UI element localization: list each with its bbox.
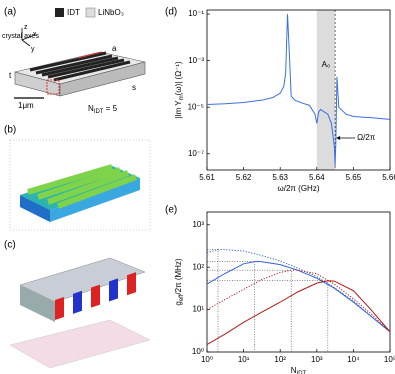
mode-stripes xyxy=(55,272,136,321)
panel-c: (c) xyxy=(4,240,151,369)
n-idt-part: = 5 xyxy=(103,104,117,113)
n-idt-label: NIDT = 5 xyxy=(88,104,118,114)
y-tick-label: 10² xyxy=(192,262,204,271)
x-tick-label: 10⁴ xyxy=(347,355,360,364)
peak-guide xyxy=(207,249,219,352)
axis-label: geff/2π (MHz) xyxy=(174,258,184,306)
panel-label: (a) xyxy=(4,7,16,18)
peak-guide xyxy=(207,280,329,352)
y-tick-label: 10⁻⁵ xyxy=(188,102,204,111)
x-tick-label: 10¹ xyxy=(238,355,250,364)
axis-label-part: /2π (MHz) xyxy=(174,258,183,295)
x-tick-label: 5.61 xyxy=(199,173,215,182)
label-t: t xyxy=(9,71,12,80)
panel-label: (e) xyxy=(165,205,177,216)
x-tick-label: 10³ xyxy=(311,355,323,364)
x-tick-label: 5.66 xyxy=(382,173,395,182)
panel-b: (b) xyxy=(4,125,151,231)
x-tick-label: 10² xyxy=(274,355,286,364)
substrate-front xyxy=(59,61,146,97)
panel-label: (d) xyxy=(165,7,177,18)
shade-label: A₀ xyxy=(322,60,331,69)
body-side xyxy=(20,195,50,222)
axis-label-part: N xyxy=(291,366,297,374)
axis-label-part: (ω)| (Ω⁻¹) xyxy=(174,61,183,95)
plot-frame xyxy=(206,9,391,171)
legend-swatch xyxy=(55,8,64,17)
substrate-plane xyxy=(9,319,151,369)
axis-label-sub: eff xyxy=(179,294,185,301)
axis-label: NIDT xyxy=(291,366,307,374)
axis-label-part: ω/2π (GHz) xyxy=(278,184,320,193)
series-line xyxy=(207,249,390,333)
label-s: s xyxy=(132,83,136,92)
label-a: a xyxy=(112,44,117,53)
axis-label: ω/2π (GHz) xyxy=(278,184,320,193)
body-front xyxy=(50,178,140,222)
y-tick-label: 10¹ xyxy=(192,305,204,314)
legend-label: IDT xyxy=(67,8,80,17)
y-tick-label: 10⁻³ xyxy=(188,56,204,65)
x-tick-label: 5.63 xyxy=(272,173,288,182)
y-tick-label: 10³ xyxy=(192,220,204,229)
y-tick-label: 10⁰ xyxy=(192,347,204,356)
axis-z: z xyxy=(24,24,28,31)
axis-arrow xyxy=(21,39,31,47)
series-line xyxy=(207,14,390,166)
x-tick-label: 5.65 xyxy=(346,173,362,182)
axis-label-sub: IDT xyxy=(297,371,307,374)
panel-label: (b) xyxy=(4,125,16,136)
peak-guide xyxy=(207,269,292,352)
series-line xyxy=(207,261,390,333)
x-tick-label: 10⁰ xyxy=(201,355,213,364)
y-tick-label: 10⁻¹ xyxy=(188,9,204,18)
unit-cell xyxy=(77,51,103,59)
legend-swatch xyxy=(85,7,96,18)
y-tick-label: 10⁻⁷ xyxy=(188,149,204,158)
marker-arrowhead xyxy=(336,136,341,140)
axis-label-part: g xyxy=(174,301,183,305)
panel-a: (a) crystal axes z x y IDT LiNbO₃ t a s … xyxy=(2,7,146,115)
n-idt-sub: IDT xyxy=(94,109,104,115)
axis-label-sub: m xyxy=(179,95,185,100)
slab-side xyxy=(20,285,55,322)
idt-fingers xyxy=(29,51,131,82)
plot-frame xyxy=(206,211,391,353)
series-line xyxy=(207,280,390,345)
legend-label: LiNbO₃ xyxy=(98,8,124,17)
n-idt-part: N xyxy=(88,104,94,113)
frame xyxy=(9,139,151,231)
axis-label-part: |Im Y xyxy=(174,100,183,119)
axis-y: y xyxy=(31,46,35,53)
shaded-region xyxy=(316,10,336,170)
x-tick-label: 5.62 xyxy=(236,173,252,182)
cross-section xyxy=(46,79,60,95)
axis-x: x xyxy=(33,31,37,38)
axes-title: crystal axes xyxy=(2,33,39,40)
x-tick-label: 10⁵ xyxy=(384,355,395,364)
scale-label: 1μm xyxy=(18,101,34,110)
peak-guide xyxy=(207,261,255,352)
axis-arrow xyxy=(21,35,33,41)
marker-label: Ω/2π xyxy=(357,133,376,142)
x-tick-label: 5.64 xyxy=(309,173,325,182)
panel-label: (c) xyxy=(4,240,16,251)
fingers xyxy=(27,164,138,209)
axis-label: |Im Ym(ω)| (Ω⁻¹) xyxy=(174,61,184,119)
